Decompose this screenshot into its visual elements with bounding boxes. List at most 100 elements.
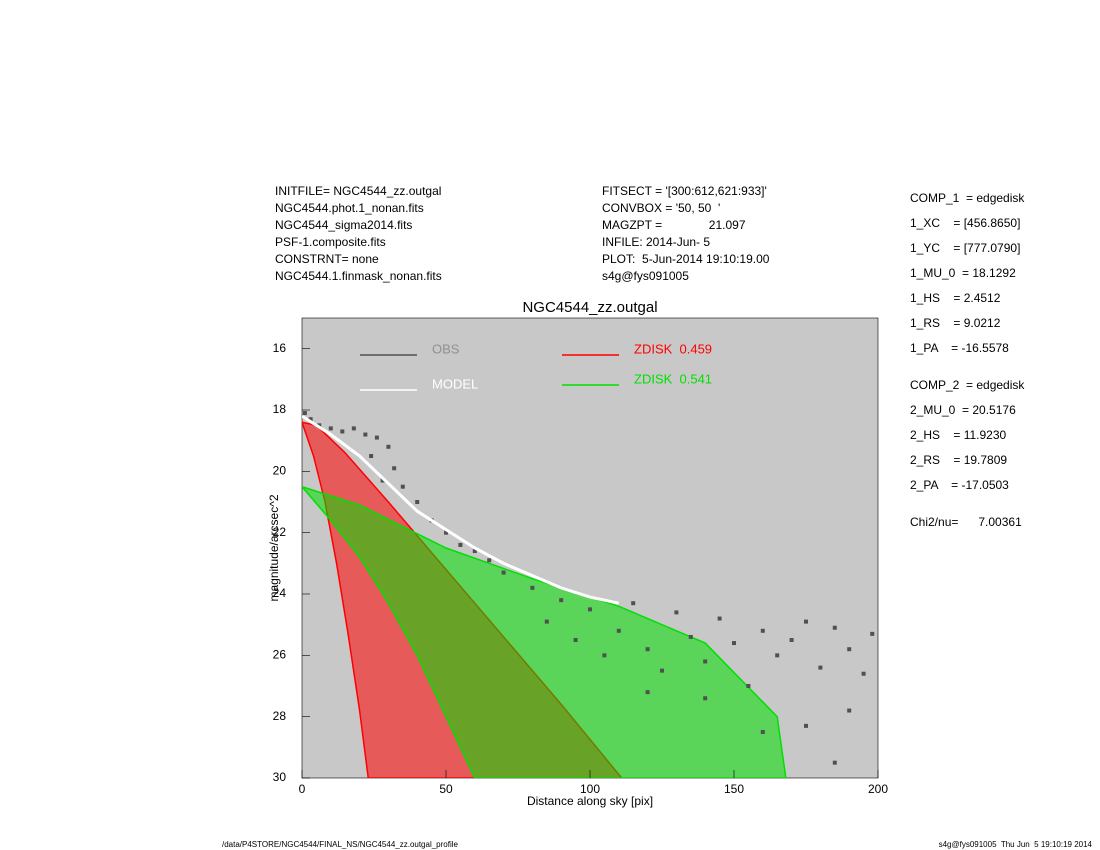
obs-point bbox=[472, 549, 477, 554]
obs-point bbox=[386, 444, 391, 449]
obs-point bbox=[847, 647, 852, 652]
info-line: 1_MU_0 = 18.1292 bbox=[910, 266, 1016, 280]
legend-label: ZDISK 0.541 bbox=[634, 371, 712, 386]
y-tick-label: 16 bbox=[273, 341, 287, 355]
obs-point bbox=[317, 423, 322, 428]
obs-point bbox=[415, 500, 420, 504]
x-tick-label: 50 bbox=[439, 782, 453, 796]
info-line: MAGZPT = 21.097 bbox=[602, 218, 746, 232]
obs-point bbox=[832, 625, 837, 630]
info-line: 1_YC = [777.0790] bbox=[910, 241, 1021, 255]
info-line: INFILE: 2014-Jun- 5 bbox=[602, 235, 711, 249]
obs-point bbox=[544, 619, 549, 624]
obs-point bbox=[308, 417, 313, 422]
y-axis-label: magnitude/arcsec^2 bbox=[267, 494, 281, 601]
legend-label: MODEL bbox=[432, 376, 478, 391]
x-tick-label: 0 bbox=[299, 782, 306, 796]
info-line: 1_XC = [456.8650] bbox=[910, 216, 1021, 230]
plot-layer bbox=[302, 411, 875, 778]
obs-point bbox=[703, 659, 708, 664]
component-area bbox=[302, 485, 787, 778]
obs-point bbox=[746, 684, 751, 688]
obs-point bbox=[328, 426, 333, 431]
obs-point bbox=[487, 558, 492, 563]
obs-point bbox=[760, 730, 765, 734]
legend-label: ZDISK 0.459 bbox=[634, 341, 712, 356]
obs-point bbox=[804, 723, 808, 728]
obs-point bbox=[458, 542, 463, 547]
obs-point bbox=[602, 653, 607, 658]
info-line: 1_RS = 9.0212 bbox=[910, 316, 1001, 330]
info-line: INITFILE= NGC4544_zz.outgal bbox=[275, 184, 442, 198]
obs-point bbox=[688, 634, 693, 639]
obs-point bbox=[870, 631, 875, 636]
x-tick-label: 100 bbox=[580, 782, 600, 796]
obs-point bbox=[400, 484, 405, 489]
info-right: COMP_1 = edgedisk 1_XC = [456.8650] 1_YC =… bbox=[910, 190, 1024, 539]
obs-point bbox=[501, 570, 506, 575]
chart-title: NGC4544_zz.outgal bbox=[522, 299, 657, 316]
x-tick-label: 150 bbox=[724, 782, 744, 796]
info-line: s4g@fys091005 bbox=[602, 269, 689, 283]
info-line: NGC4544.phot.1_nonan.fits bbox=[275, 201, 424, 215]
y-tick-label: 20 bbox=[273, 464, 287, 478]
x-tick-label: 200 bbox=[868, 782, 888, 796]
obs-point bbox=[818, 665, 823, 670]
info-line: NGC4544.1.finmask_nonan.fits bbox=[275, 269, 442, 283]
legend-label: OBS bbox=[432, 341, 460, 356]
obs-point bbox=[631, 601, 636, 606]
obs-point bbox=[369, 454, 374, 458]
obs-point bbox=[392, 466, 397, 471]
obs-point bbox=[444, 530, 448, 535]
info-line: CONVBOX = '50, 50 ' bbox=[602, 201, 721, 215]
obs-point bbox=[340, 429, 345, 434]
info-line: CONSTRNT= none bbox=[275, 252, 379, 266]
footer-left: /data/P4STORE/NGC4544/FINAL_NS/NGC4544_z… bbox=[222, 840, 458, 849]
info-line: Chi2/nu= 7.00361 bbox=[910, 515, 1022, 529]
obs-point bbox=[789, 638, 794, 642]
y-tick-label: 30 bbox=[273, 770, 287, 784]
info-line: COMP_1 = edgedisk bbox=[910, 191, 1025, 205]
y-tick-label: 24 bbox=[273, 586, 287, 600]
obs-point bbox=[374, 435, 379, 440]
y-tick-label: 18 bbox=[273, 402, 287, 416]
info-line: 2_MU_0 = 20.5176 bbox=[910, 403, 1016, 417]
obs-point bbox=[732, 641, 736, 646]
model-line bbox=[302, 414, 620, 605]
obs-point bbox=[530, 585, 535, 590]
obs-point bbox=[363, 432, 368, 437]
info-line: PLOT: 5-Jun-2014 19:10:19.00 bbox=[602, 252, 770, 266]
obs-point bbox=[717, 616, 722, 621]
obs-point bbox=[588, 607, 592, 612]
obs-point bbox=[645, 690, 650, 695]
obs-point bbox=[351, 426, 356, 431]
obs-point bbox=[302, 411, 307, 416]
obs-point bbox=[559, 598, 564, 603]
info-line: 1_HS = 2.4512 bbox=[910, 291, 1001, 305]
obs-point bbox=[861, 671, 866, 676]
obs-point bbox=[760, 628, 765, 633]
info-line: 2_RS = 19.7809 bbox=[910, 453, 1008, 467]
y-tick-label: 28 bbox=[273, 709, 287, 723]
obs-point bbox=[804, 619, 808, 624]
obs-point bbox=[380, 478, 385, 483]
info-left: INITFILE= NGC4544_zz.outgal NGC4544.phot.… bbox=[275, 183, 442, 285]
x-axis-label: Distance along sky [pix] bbox=[527, 794, 653, 808]
info-line: COMP_2 = edgedisk bbox=[910, 378, 1025, 392]
info-line: 1_PA = -16.5578 bbox=[910, 341, 1009, 355]
obs-point bbox=[616, 628, 621, 633]
y-tick-label: 26 bbox=[273, 648, 287, 662]
info-mid: FITSECT = '[300:612,621:933]' CONVBOX = '… bbox=[602, 183, 769, 285]
obs-point bbox=[645, 647, 650, 652]
obs-point bbox=[847, 708, 852, 713]
info-line: 2_PA = -17.0503 bbox=[910, 478, 1009, 492]
footer-right: s4g@fys091005 Thu Jun 5 19:10:19 2014 bbox=[938, 840, 1092, 849]
obs-point bbox=[775, 653, 780, 658]
obs-point bbox=[703, 696, 708, 701]
obs-point bbox=[573, 638, 578, 642]
info-line: PSF-1.composite.fits bbox=[275, 235, 386, 249]
info-line: NGC4544_sigma2014.fits bbox=[275, 218, 413, 232]
obs-point bbox=[832, 760, 837, 765]
info-line: FITSECT = '[300:612,621:933]' bbox=[602, 184, 767, 198]
